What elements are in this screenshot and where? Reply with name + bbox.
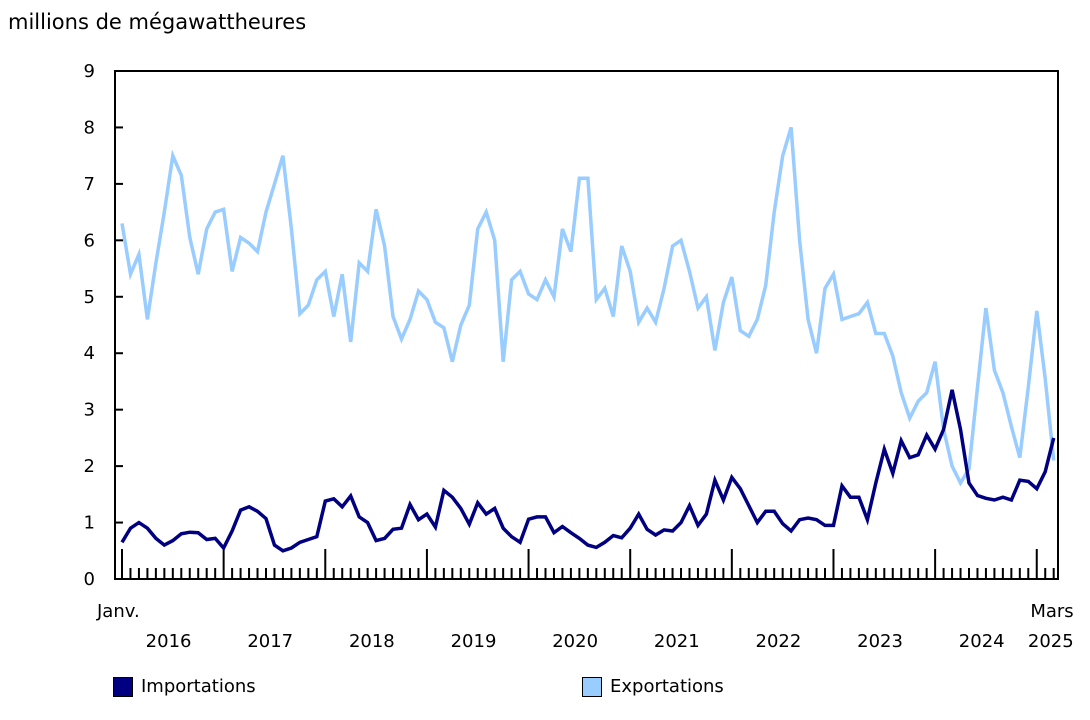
x-year-label: 2018 [349, 631, 395, 652]
y-tick-label: 6 [84, 230, 95, 251]
y-tick-label: 5 [84, 287, 95, 308]
legend-label: Importations [141, 676, 256, 697]
y-tick-label: 8 [84, 117, 95, 138]
x-year-label: 2021 [654, 631, 700, 652]
x-year-label: 2020 [552, 631, 598, 652]
y-tick-label: 9 [84, 61, 95, 82]
legend-item-exportations: Exportations [582, 676, 724, 697]
y-tick-label: 3 [84, 400, 95, 421]
y-axis-label: millions de mégawattheures [8, 10, 307, 34]
x-year-label: 2017 [247, 631, 293, 652]
x-year-label: 2016 [146, 631, 192, 652]
y-tick-label: 2 [84, 456, 95, 477]
series-line-exportations [120, 126, 1056, 487]
plot-frame [114, 70, 1059, 580]
x-year-label: 2024 [959, 631, 1005, 652]
y-tick-label: 7 [84, 174, 95, 195]
x-year-label: 2019 [451, 631, 497, 652]
y-tick-label: 1 [84, 513, 95, 534]
y-tick-label: 0 [84, 569, 95, 590]
y-tick-label: 4 [84, 343, 95, 364]
legend-item-importations: Importations [113, 676, 256, 697]
x-end-label: Mars [1030, 601, 1073, 622]
x-year-label: 2023 [857, 631, 903, 652]
legend-swatch-exportations [582, 676, 602, 697]
x-start-label: Janv. [96, 601, 140, 622]
legend-label: Exportations [610, 676, 724, 697]
legend-swatch-importations [113, 676, 133, 697]
series-line-importations [120, 389, 1056, 553]
x-year-label: 2025 [1028, 631, 1074, 652]
x-year-label: 2022 [756, 631, 802, 652]
